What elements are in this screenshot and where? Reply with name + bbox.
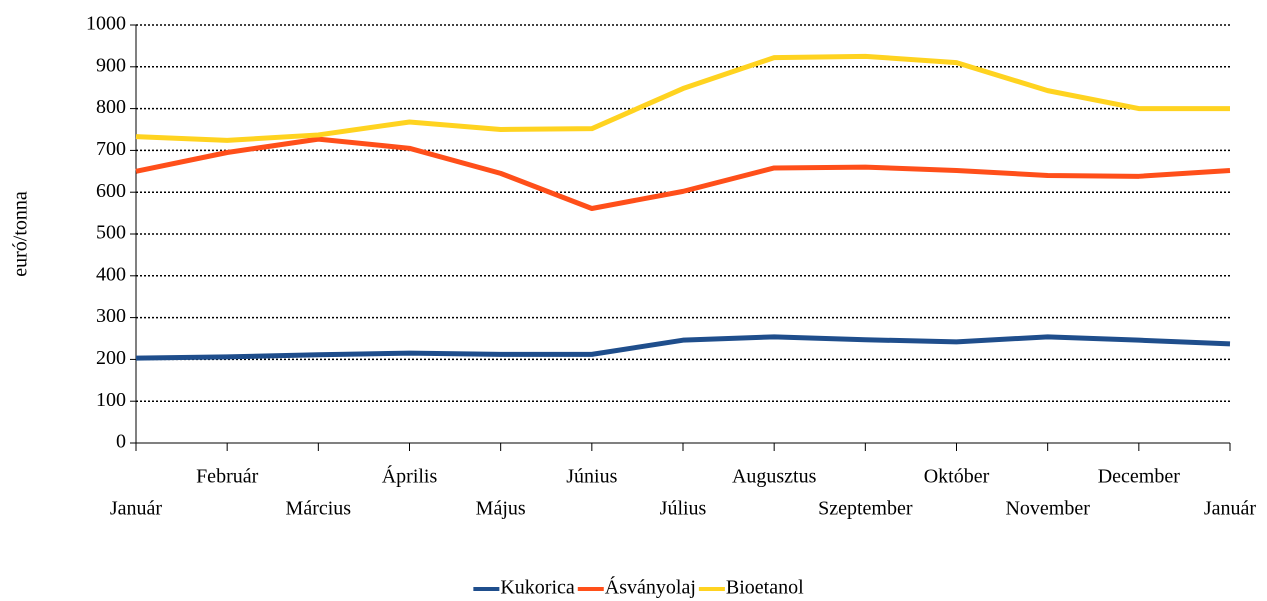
y-tick-label: 800 [96, 96, 126, 118]
x-tick-label: Július [660, 498, 707, 520]
legend-label: Ásványolaj [605, 576, 696, 599]
x-tick-label: Április [382, 465, 438, 488]
series-line [135, 136, 1231, 212]
y-tick-label: 900 [96, 54, 126, 76]
x-tick-label: November [1005, 498, 1090, 520]
series-line [135, 334, 1231, 361]
y-tick-label: 600 [96, 180, 126, 202]
y-axis-label: euró/tonna [10, 191, 32, 277]
x-tick-label: Január [1204, 498, 1257, 520]
x-tick-label: Október [924, 466, 990, 488]
y-tick-label: 400 [96, 263, 126, 285]
x-tick-label: Augusztus [732, 466, 817, 488]
x-tick-label: December [1098, 466, 1181, 488]
x-tick-label: Február [196, 466, 259, 488]
legend-label: Kukorica [500, 577, 575, 599]
y-tick-label: 300 [96, 305, 126, 327]
x-tick-label: Január [110, 498, 163, 520]
legend-label: Bioetanol [726, 577, 804, 599]
series-line [135, 53, 1230, 143]
x-tick-label: Szeptember [818, 498, 913, 520]
y-tick-label: 0 [116, 431, 126, 453]
x-tick-label: Május [476, 498, 526, 520]
y-tick-label: 100 [96, 389, 126, 411]
y-tick-label: 500 [96, 222, 126, 244]
x-tick-label: Június [566, 466, 617, 488]
y-tick-label: 700 [96, 138, 126, 160]
x-tick-label: Március [286, 498, 352, 520]
y-tick-label: 1000 [86, 13, 126, 35]
y-tick-label: 200 [96, 347, 126, 369]
